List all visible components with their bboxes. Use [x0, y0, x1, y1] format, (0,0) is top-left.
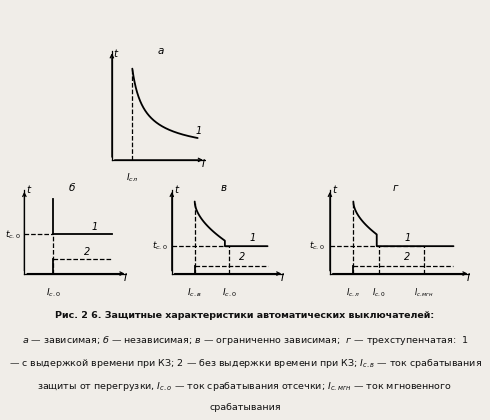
- Text: I: I: [124, 273, 127, 283]
- Text: 1: 1: [250, 234, 256, 244]
- Text: 2: 2: [83, 247, 90, 257]
- Text: Рис. 2 6. Защитные характеристики автоматических выключателей:: Рис. 2 6. Защитные характеристики автома…: [55, 311, 435, 320]
- Text: срабатывания: срабатывания: [209, 403, 281, 412]
- Text: $I_{с.мгн}$: $I_{с.мгн}$: [414, 286, 434, 299]
- Text: $I_{с.л}$: $I_{с.л}$: [346, 286, 361, 299]
- Text: $t_{с.0}$: $t_{с.0}$: [152, 240, 168, 252]
- Text: t: t: [114, 49, 118, 58]
- Text: в: в: [221, 184, 227, 193]
- Text: 1: 1: [404, 234, 410, 244]
- Text: $I_{с.0}$: $I_{с.0}$: [372, 286, 386, 299]
- Text: защиты от перегрузки, $I_{с.о}$ — ток срабатывания отсечки; $I_{с.мгн}$ — ток мг: защиты от перегрузки, $I_{с.о}$ — ток ср…: [37, 380, 453, 393]
- Text: I: I: [466, 273, 469, 283]
- Text: 2: 2: [240, 252, 245, 262]
- Text: I: I: [281, 273, 284, 283]
- Text: I: I: [202, 159, 205, 169]
- Text: 1: 1: [196, 126, 202, 136]
- Text: $a$ — зависимая; $б$ — независимая; $в$ — ограниченно зависимая;  $г$ — трехступ: $a$ — зависимая; $б$ — независимая; $в$ …: [22, 334, 468, 347]
- Text: $t_{с.0}$: $t_{с.0}$: [309, 240, 325, 252]
- Text: 2: 2: [404, 252, 410, 262]
- Text: t: t: [174, 185, 178, 195]
- Text: t: t: [26, 185, 30, 195]
- Text: б: б: [69, 184, 75, 193]
- Text: t: t: [333, 185, 337, 195]
- Text: а: а: [158, 47, 164, 56]
- Text: $t_{с.0}$: $t_{с.0}$: [5, 228, 21, 241]
- Text: $I_{с.0}$: $I_{с.0}$: [46, 286, 60, 299]
- Text: $I_{с.0}$: $I_{с.0}$: [221, 286, 237, 299]
- Text: г: г: [392, 184, 398, 193]
- Text: $I_{с.в}$: $I_{с.в}$: [187, 286, 202, 299]
- Text: — с выдержкой времени при КЗ; $2$ — без выдержки времени при КЗ; $I_{с.в}$ — ток: — с выдержкой времени при КЗ; $2$ — без …: [8, 357, 482, 370]
- Text: $I_{сл}$: $I_{сл}$: [126, 171, 138, 184]
- Text: 1: 1: [91, 222, 98, 232]
